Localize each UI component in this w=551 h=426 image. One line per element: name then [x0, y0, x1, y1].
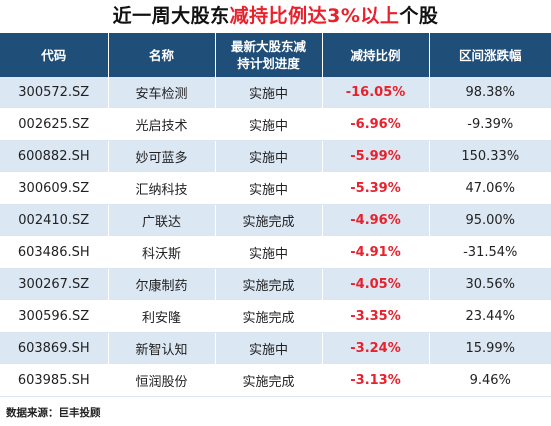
cell-code: 002625.SZ — [0, 108, 109, 141]
table-row: 603985.SH 恒润股份 实施完成 -3.13% 9.46% — [0, 364, 551, 397]
cell-name: 安车检测 — [108, 77, 216, 109]
table-row: 300609.SZ 汇纳科技 实施中 -5.39% 47.06% — [0, 172, 551, 205]
cell-name: 利安隆 — [108, 300, 216, 333]
cell-code: 300596.SZ — [0, 300, 109, 333]
cell-ratio: -6.96% — [322, 108, 430, 141]
cell-progress: 实施完成 — [215, 204, 323, 237]
table-header-row: 代码 名称 最新大股东减 持计划进度 减持比例 区间涨跌幅 — [0, 33, 551, 77]
cell-name: 新智认知 — [108, 332, 216, 365]
cell-change: 47.06% — [429, 172, 551, 205]
cell-code: 300572.SZ — [0, 77, 109, 109]
header-change: 区间涨跌幅 — [429, 33, 551, 77]
cell-progress: 实施完成 — [215, 268, 323, 301]
cell-change: 15.99% — [429, 332, 551, 365]
cell-change: 98.38% — [429, 77, 551, 109]
cell-ratio: -3.35% — [322, 300, 430, 333]
header-name: 名称 — [108, 33, 216, 77]
cell-ratio: -4.96% — [322, 204, 430, 237]
cell-code: 002410.SZ — [0, 204, 109, 237]
cell-name: 广联达 — [108, 204, 216, 237]
table-row: 300267.SZ 尔康制药 实施完成 -4.05% 30.56% — [0, 268, 551, 301]
cell-code: 603985.SH — [0, 364, 109, 397]
cell-change: 9.46% — [429, 364, 551, 397]
holdings-table: 代码 名称 最新大股东减 持计划进度 减持比例 区间涨跌幅 300572.SZ 安… — [0, 33, 551, 397]
header-code: 代码 — [0, 33, 109, 77]
cell-change: 30.56% — [429, 268, 551, 301]
cell-progress: 实施完成 — [215, 364, 323, 397]
cell-ratio: -16.05% — [322, 77, 430, 109]
header-progress: 最新大股东减 持计划进度 — [215, 33, 323, 77]
cell-progress: 实施中 — [215, 140, 323, 173]
header-progress-line2: 持计划进度 — [237, 56, 300, 71]
page-title: 近一周大股东减持比例达3%以上个股 — [0, 0, 551, 33]
cell-code: 300609.SZ — [0, 172, 109, 205]
title-part-1: 近一周大股东 — [112, 5, 230, 27]
table-body: 300572.SZ 安车检测 实施中 -16.05% 98.38% 002625.SZ 光启… — [0, 77, 551, 397]
cell-ratio: -4.05% — [322, 268, 430, 301]
cell-change: 23.44% — [429, 300, 551, 333]
cell-progress: 实施中 — [215, 77, 323, 109]
data-source-note: 数据来源：巨丰投顾 — [6, 407, 101, 419]
cell-progress: 实施中 — [215, 172, 323, 205]
cell-progress: 实施中 — [215, 332, 323, 365]
header-progress-line1: 最新大股东减 — [230, 39, 306, 54]
cell-change: -31.54% — [429, 236, 551, 269]
cell-name: 科沃斯 — [108, 236, 216, 269]
table-row: 603869.SH 新智认知 实施中 -3.24% 15.99% — [0, 332, 551, 365]
cell-ratio: -5.99% — [322, 140, 430, 173]
header-ratio: 减持比例 — [322, 33, 430, 77]
cell-change: -9.39% — [429, 108, 551, 141]
cell-name: 妙可蓝多 — [108, 140, 216, 173]
cell-code: 603869.SH — [0, 332, 109, 365]
table-row: 600882.SH 妙可蓝多 实施中 -5.99% 150.33% — [0, 140, 551, 173]
table-row: 300572.SZ 安车检测 实施中 -16.05% 98.38% — [0, 77, 551, 109]
table-row: 002625.SZ 光启技术 实施中 -6.96% -9.39% — [0, 108, 551, 141]
cell-progress: 实施中 — [215, 236, 323, 269]
table-row: 002410.SZ 广联达 实施完成 -4.96% 95.00% — [0, 204, 551, 237]
cell-ratio: -5.39% — [322, 172, 430, 205]
cell-code: 603486.SH — [0, 236, 109, 269]
cell-progress: 实施中 — [215, 108, 323, 141]
cell-name: 恒润股份 — [108, 364, 216, 397]
cell-name: 汇纳科技 — [108, 172, 216, 205]
cell-progress: 实施完成 — [215, 300, 323, 333]
table-row: 603486.SH 科沃斯 实施中 -4.91% -31.54% — [0, 236, 551, 269]
cell-change: 150.33% — [429, 140, 551, 173]
cell-code: 300267.SZ — [0, 268, 109, 301]
table-row: 300596.SZ 利安隆 实施完成 -3.35% 23.44% — [0, 300, 551, 333]
title-part-3: 个股 — [399, 5, 439, 27]
cell-name: 尔康制药 — [108, 268, 216, 301]
cell-ratio: -4.91% — [322, 236, 430, 269]
title-highlight: 减持比例达3%以上 — [229, 5, 400, 27]
cell-code: 600882.SH — [0, 140, 109, 173]
cell-name: 光启技术 — [108, 108, 216, 141]
cell-ratio: -3.13% — [322, 364, 430, 397]
cell-ratio: -3.24% — [322, 332, 430, 365]
cell-change: 95.00% — [429, 204, 551, 237]
